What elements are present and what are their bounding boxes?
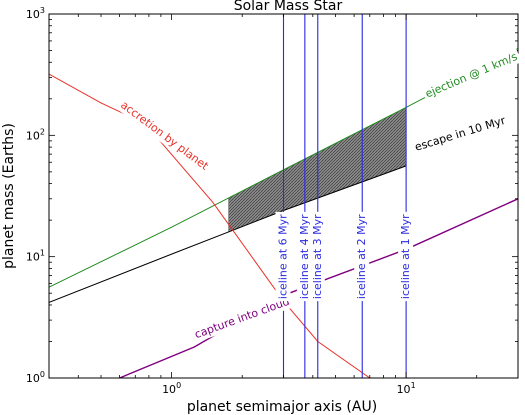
series-label-bg bbox=[410, 112, 510, 156]
x-tick-label: 101 bbox=[397, 381, 416, 396]
x-tick-label: 100 bbox=[162, 381, 181, 396]
series-label-bg bbox=[190, 293, 294, 343]
iceline-label-group: iceline at 3 Myr bbox=[309, 211, 325, 302]
iceline-label-bg bbox=[275, 211, 291, 302]
iceline-label-bg bbox=[296, 211, 312, 302]
axes-layer: 100 101 100 101 102 103 bbox=[26, 6, 519, 396]
series-label-group-escape-in-10-myr: escape in 10 Myr bbox=[410, 112, 510, 156]
iceline-label-iceline-at-1-myr: iceline at 1 Myr bbox=[399, 214, 412, 299]
iceline-label-bg bbox=[398, 211, 414, 302]
y-tick-label: 103 bbox=[26, 6, 45, 21]
series-label-group-accretion-by-planet: accretion by planet bbox=[115, 96, 214, 176]
y-axis-label: planet mass (Earths) bbox=[1, 123, 17, 269]
iceline-label-iceline-at-4-myr: iceline at 4 Myr bbox=[298, 214, 311, 299]
chart-title: Solar Mass Star bbox=[234, 0, 343, 14]
series-label-bg bbox=[421, 48, 522, 103]
iceline-label-iceline-at-6-myr: iceline at 6 Myr bbox=[277, 214, 290, 299]
iceline-label-group: iceline at 4 Myr bbox=[296, 211, 312, 302]
iceline-label-bg bbox=[309, 211, 325, 302]
iceline-label-iceline-at-3-myr: iceline at 3 Myr bbox=[311, 214, 324, 299]
series-line-escape-in-10-myr bbox=[49, 165, 407, 303]
plot-layer bbox=[49, 14, 518, 378]
series-label-escape-in-10-myr: escape in 10 Myr bbox=[413, 114, 507, 154]
iceline-label-group: iceline at 6 Myr bbox=[275, 211, 291, 302]
series-label-bg bbox=[115, 96, 214, 176]
y-tick-label: 101 bbox=[26, 249, 45, 264]
series-label-accretion-by-planet: accretion by planet bbox=[118, 98, 211, 173]
iceline-label-group: iceline at 1 Myr bbox=[398, 211, 414, 302]
x-axis-label: planet semimajor axis (AU) bbox=[187, 399, 377, 415]
iceline-label-iceline-at-2-myr: iceline at 2 Myr bbox=[355, 214, 368, 299]
series-label-ejection-1-km-s: ejection @ 1 km/s bbox=[423, 50, 519, 101]
series-label-capture-into-cloud: capture into cloud bbox=[193, 295, 291, 341]
iceline-label-bg bbox=[354, 211, 370, 302]
y-tick-label: 100 bbox=[26, 370, 45, 385]
iceline-label-group: iceline at 2 Myr bbox=[354, 211, 370, 302]
y-tick-label: 102 bbox=[26, 127, 45, 142]
series-label-group-ejection-1-km-s: ejection @ 1 km/s bbox=[421, 48, 522, 103]
